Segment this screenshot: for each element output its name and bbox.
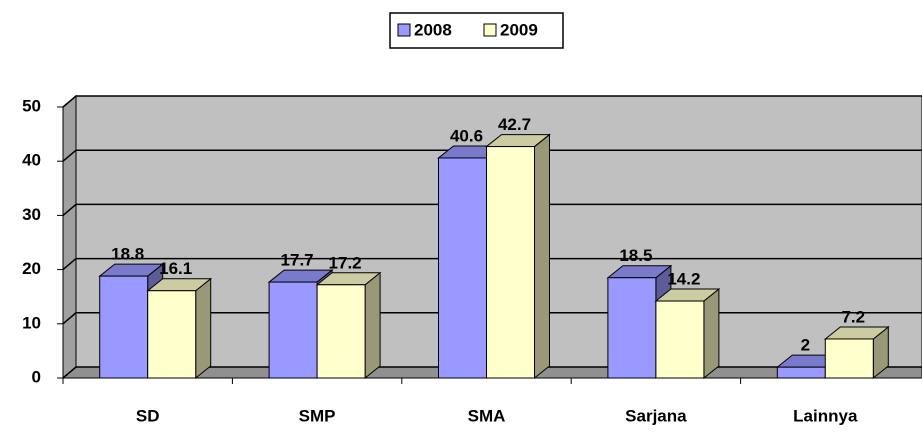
data-label: 18.5 — [619, 246, 652, 265]
data-label: 2 — [801, 336, 810, 355]
bar — [438, 157, 487, 379]
bar — [824, 338, 874, 379]
data-label: 17.7 — [281, 251, 314, 270]
data-label: 16.1 — [159, 259, 192, 278]
legend-label: 2008 — [414, 20, 452, 39]
bar — [316, 284, 366, 379]
x-tick-label: Sarjana — [625, 406, 687, 425]
bar — [486, 146, 535, 379]
bar — [268, 281, 318, 379]
x-tick-label: Lainnya — [793, 406, 858, 425]
bar-side — [364, 271, 381, 380]
bar — [147, 290, 197, 379]
legend-label: 2009 — [500, 20, 538, 39]
bar-side — [703, 287, 720, 380]
bar — [99, 275, 149, 379]
grid-line — [62, 203, 922, 216]
x-tick-label: SMP — [299, 406, 336, 425]
side-wall — [62, 94, 77, 380]
data-label: 42.7 — [498, 115, 531, 134]
bar-side — [195, 277, 212, 380]
data-label: 7.2 — [841, 307, 865, 326]
y-tick-label: 10 — [22, 313, 41, 332]
bar — [607, 277, 657, 379]
data-label: 40.6 — [450, 126, 483, 145]
y-tick-label: 20 — [22, 259, 41, 278]
y-tick-label: 0 — [32, 367, 41, 386]
grid-line — [62, 95, 922, 108]
data-label: 18.8 — [111, 245, 144, 264]
legend-box — [389, 12, 564, 49]
y-tick-label: 50 — [22, 96, 41, 115]
grid-line — [62, 149, 922, 162]
bar — [776, 366, 826, 379]
legend — [389, 12, 564, 49]
data-label: 17.2 — [329, 253, 362, 272]
bar — [655, 300, 705, 379]
data-label: 14.2 — [667, 270, 700, 289]
grid-line — [62, 257, 922, 271]
x-tick-label: SMA — [468, 406, 506, 425]
legend-swatch — [397, 23, 411, 37]
x-tick-label: SD — [136, 406, 160, 425]
y-tick-label: 40 — [22, 151, 41, 170]
y-tick-label: 30 — [22, 205, 41, 224]
bar-side — [534, 133, 550, 380]
legend-swatch — [483, 23, 497, 37]
